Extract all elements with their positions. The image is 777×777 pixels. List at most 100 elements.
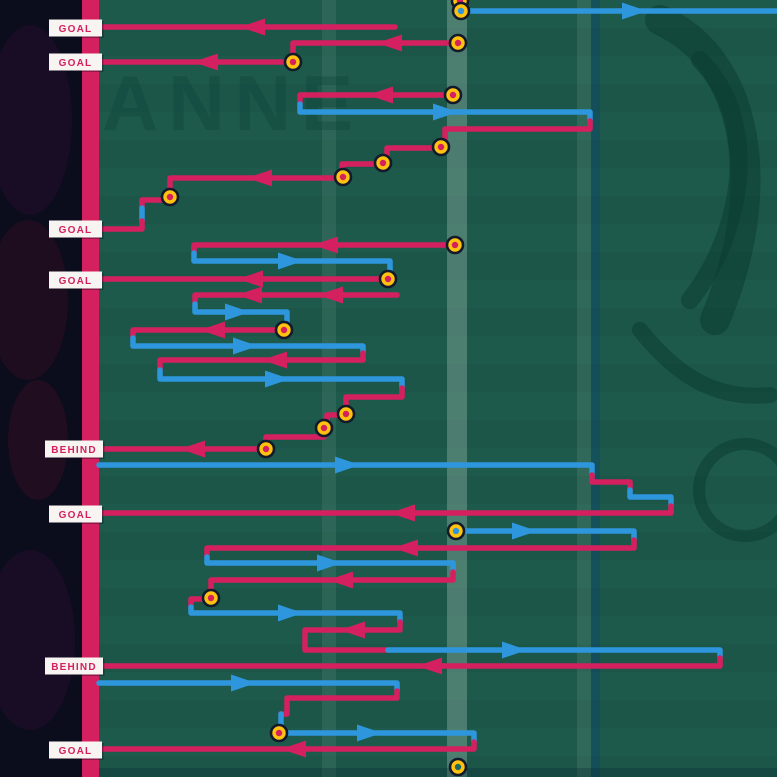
direction-arrow (318, 286, 343, 304)
field-stripe (591, 0, 600, 777)
sideline-watermark-shape (0, 220, 68, 380)
stoppage-marker-dot (437, 143, 445, 151)
direction-arrow (335, 456, 360, 474)
direction-arrow (231, 674, 256, 692)
direction-arrow (368, 86, 393, 104)
direction-arrow (262, 351, 287, 369)
club-logo-watermark (693, 438, 777, 542)
score-label-text: GOAL (59, 225, 93, 236)
chain-segment-chain-goal-3 (442, 118, 593, 147)
field-stripe (447, 0, 467, 777)
sideline-watermark-shape (0, 550, 75, 730)
direction-arrow (313, 236, 338, 254)
field-band (82, 700, 777, 728)
direction-arrow (233, 337, 258, 355)
direction-arrow (328, 571, 353, 589)
sideline-zone (0, 0, 82, 777)
stoppage-marker-dot (166, 193, 174, 201)
club-logo-watermark (632, 322, 777, 404)
score-label-text: GOAL (59, 510, 93, 521)
direction-arrow (200, 321, 225, 339)
score-label-box (49, 271, 102, 289)
stoppage-marker-dot (454, 39, 462, 47)
field-band (82, 196, 777, 224)
chain-segment-chain-goal-3 (297, 92, 449, 107)
direction-arrow (357, 724, 382, 742)
direction-arrow (281, 740, 306, 758)
stoppage-marker-dot (275, 729, 283, 737)
field-stripe (577, 0, 591, 777)
field-edge-shade (82, 768, 777, 777)
chain-segment-chain-goal-6 (97, 739, 477, 752)
direction-arrow (340, 621, 365, 639)
stoppage-marker-dot (457, 7, 465, 15)
chain-segment-chain-goal-6 (285, 730, 477, 745)
stoppage-marker-dot (451, 241, 459, 249)
score-label-box (45, 440, 103, 458)
chain-segment-chain-behind-2 (97, 655, 723, 669)
field-band (82, 588, 777, 616)
direction-arrow (240, 18, 265, 36)
stoppage-marker-dot (262, 445, 270, 453)
direction-arrow (278, 604, 303, 622)
goal-line-bar (82, 0, 99, 777)
field-band (82, 420, 777, 448)
chain-segment-chain-behind-1 (157, 350, 366, 373)
direction-arrow (433, 103, 458, 121)
stoppage-marker-dot (449, 91, 457, 99)
score-label-box (49, 741, 102, 759)
score-label-box (45, 657, 103, 675)
direction-arrow (393, 539, 418, 557)
direction-arrow (502, 641, 527, 659)
score-label-text: GOAL (59, 58, 93, 69)
sideline-watermark-shape (8, 380, 68, 500)
stoppage-marker-dot (384, 275, 392, 283)
chain-segment-chain-behind-2 (204, 537, 637, 560)
stoppage-marker-dot (339, 173, 347, 181)
chain-segment-chain-goal-5 (96, 462, 595, 478)
direction-arrow (238, 270, 263, 288)
direction-arrow (417, 657, 442, 675)
stoppage-marker-dot (320, 424, 328, 432)
direction-arrow (225, 303, 250, 321)
chain-segment-chain-goal-6 (278, 688, 400, 717)
chain-segment-chain-goal-3 (98, 218, 145, 232)
direction-arrow (317, 554, 342, 572)
direction-arrow (237, 286, 262, 304)
field-watermark-text: ANNE (102, 59, 363, 147)
direction-arrow (512, 522, 537, 540)
score-label-text: GOAL (59, 276, 93, 287)
stoppage-marker-dot (289, 58, 297, 66)
stoppage-marker-dot (379, 159, 387, 167)
direction-arrow (622, 2, 647, 20)
chain-segment-chain-goal-5 (627, 487, 674, 509)
stoppage-marker-dot (280, 326, 288, 334)
direction-arrow (278, 252, 303, 270)
club-logo-watermark (681, 51, 748, 309)
direction-arrow (377, 34, 402, 52)
stoppage-marker-dot (452, 527, 460, 535)
chain-segment-chain-behind-1 (343, 385, 405, 413)
stoppage-marker-dot (454, 763, 462, 771)
chain-segment-chain-behind-2 (302, 619, 403, 653)
score-label-box (49, 53, 102, 71)
direction-arrow (247, 169, 272, 187)
direction-arrow (390, 504, 415, 522)
score-label-box (49, 220, 102, 238)
score-label-text: GOAL (59, 746, 93, 757)
score-label-box (49, 19, 102, 37)
score-label-text: BEHIND (51, 445, 97, 456)
stoppage-marker-dot (207, 594, 215, 602)
score-label-text: GOAL (59, 24, 93, 35)
score-label-box (49, 505, 102, 523)
score-label-text: BEHIND (51, 662, 97, 673)
field-band (82, 252, 777, 280)
direction-arrow (265, 370, 290, 388)
chain-segment-chain-goal-5 (97, 503, 674, 516)
stoppage-marker-dot (342, 410, 350, 418)
direction-arrow (180, 440, 205, 458)
direction-arrow (193, 53, 218, 71)
chain-segment-chain-goal-5 (589, 472, 633, 493)
